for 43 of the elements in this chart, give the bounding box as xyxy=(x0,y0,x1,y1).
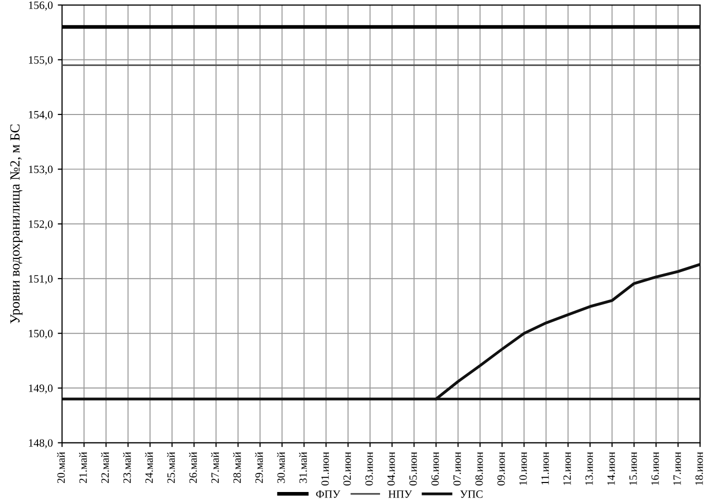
x-tick-label: 06.июн xyxy=(431,452,439,486)
y-tick-label: 151,0 xyxy=(28,275,53,284)
y-tick-label: 153,0 xyxy=(28,166,53,175)
legend-label: НПУ xyxy=(388,490,412,498)
x-tick-label: 10.июн xyxy=(519,452,527,485)
x-tick-label: 11.июн xyxy=(541,452,549,484)
x-tick-label: 30.май xyxy=(277,452,285,483)
x-tick-label: 05.июн xyxy=(409,452,417,486)
x-tick-label: 29.май xyxy=(255,452,263,484)
legend-label: ФПУ xyxy=(316,490,340,498)
y-tick-label: 148,0 xyxy=(28,439,53,448)
x-tick-label: 16.июн xyxy=(651,452,659,485)
x-tick-label: 08.июн xyxy=(475,452,483,486)
x-tick-label: 12.июн xyxy=(563,452,571,485)
legend-label: УПС xyxy=(460,490,482,498)
x-tick-label: 28.май xyxy=(233,452,241,484)
y-tick-label: 154,0 xyxy=(28,110,53,120)
x-tick-label: 21.май xyxy=(79,452,87,484)
y-tick-label: 155,0 xyxy=(28,56,53,66)
x-tick-label: 14.июн xyxy=(607,452,615,485)
x-tick-label: 17.июн xyxy=(673,452,681,485)
y-tick-label: 149,0 xyxy=(28,384,53,394)
x-tick-label: 20.май xyxy=(57,452,65,484)
y-tick-label: 152,0 xyxy=(28,220,53,230)
x-tick-label: 15.июн xyxy=(629,452,637,485)
x-tick-label: 22.май xyxy=(101,452,109,484)
x-tick-label: 07.июн xyxy=(453,452,461,486)
x-tick-label: 09.июн xyxy=(497,452,505,486)
x-tick-label: 03.июн xyxy=(365,452,373,486)
x-tick-label: 24.май xyxy=(145,452,153,484)
x-tick-label: 25.май xyxy=(167,452,175,484)
y-axis-title: Уровни водохранилища №2, м БС xyxy=(10,124,22,324)
x-tick-label: 13.июн xyxy=(585,452,593,485)
x-tick-label: 04.июн xyxy=(387,452,395,486)
x-tick-label: 26.май xyxy=(189,452,197,484)
x-tick-label: 01.июн xyxy=(321,452,329,486)
y-tick-label: 150,0 xyxy=(28,330,53,339)
x-tick-label: 31.май xyxy=(299,452,307,483)
x-tick-label: 02.июн xyxy=(343,452,351,486)
x-tick-label: 23.май xyxy=(123,452,131,484)
y-tick-label: 156,0 xyxy=(28,1,53,11)
x-tick-label: 18.июн xyxy=(695,452,703,485)
x-tick-label: 27.май xyxy=(211,452,219,484)
